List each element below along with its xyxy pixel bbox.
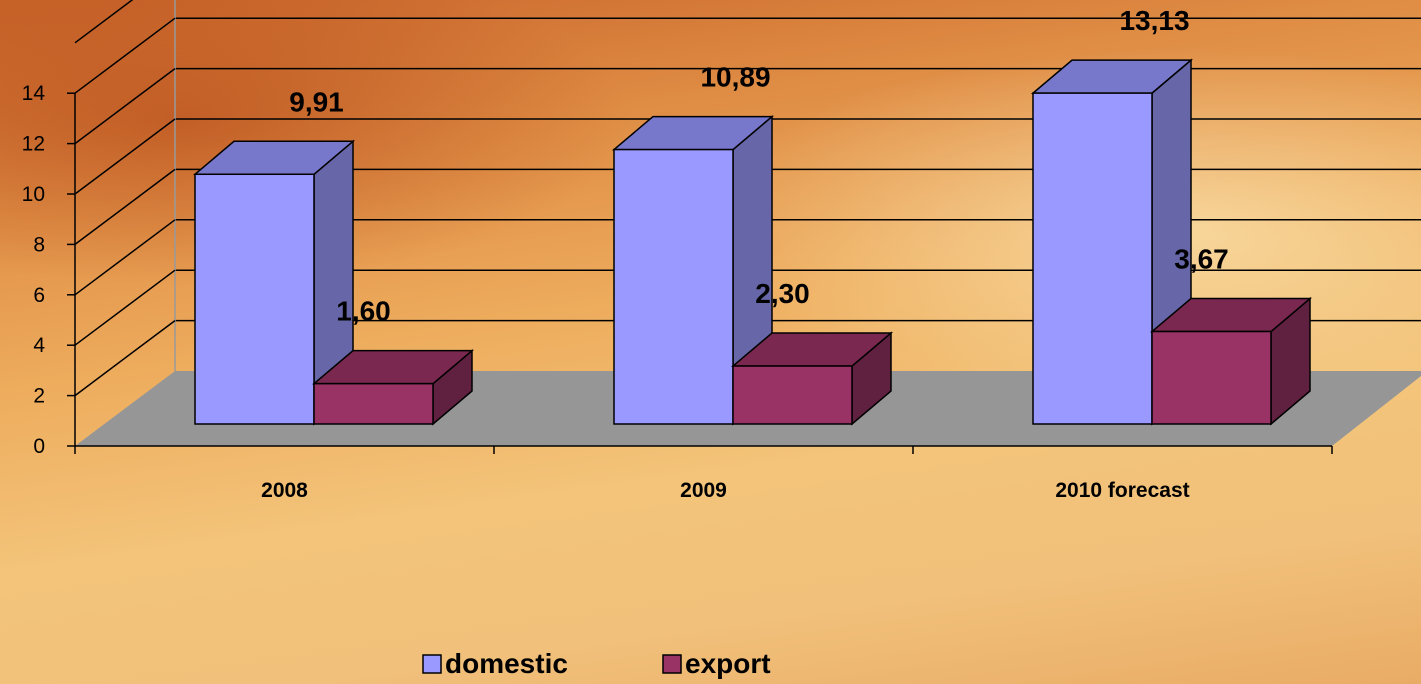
data-label-domestic: 13,13 <box>1119 5 1189 36</box>
y-tick-label: 8 <box>33 233 45 256</box>
gridline-side <box>74 269 176 346</box>
y-tick-label: 6 <box>33 284 45 307</box>
x-tick-label: 2008 <box>261 479 308 502</box>
y-tick-label: 4 <box>33 334 45 357</box>
data-label-export: 2,30 <box>755 278 810 309</box>
chart-legend: domestic export <box>422 648 771 679</box>
legend-label-export: export <box>685 648 771 679</box>
legend-swatch-domestic <box>422 654 442 674</box>
x-tick-label: 2010 forecast <box>1055 479 1189 502</box>
chart-bars <box>192 58 1313 426</box>
legend-label-domestic: domestic <box>445 648 568 679</box>
gridline-side <box>74 219 176 296</box>
gridline-side <box>74 168 176 245</box>
data-label-domestic: 10,89 <box>700 62 770 93</box>
bar-export <box>311 349 475 426</box>
data-label-export: 3,67 <box>1174 244 1229 275</box>
data-label-domestic: 9,91 <box>289 86 344 117</box>
data-label-export: 1,60 <box>336 296 391 327</box>
chart-side-grid <box>74 0 176 397</box>
y-tick-label: 2 <box>33 385 45 408</box>
legend-swatch-export <box>662 654 682 674</box>
gridline-side <box>74 118 176 195</box>
bar-export <box>730 331 894 426</box>
x-tick-label: 2009 <box>680 479 727 502</box>
chart-axes: 0 2 4 6 8 10 12 14 2008 2009 2010 forecast <box>22 82 1333 502</box>
y-tick-label: 14 <box>22 82 46 105</box>
y-tick-label: 0 <box>33 435 45 458</box>
chart-back-grid <box>174 0 1421 371</box>
bar-domestic <box>192 139 356 426</box>
gridline-side <box>74 0 134 44</box>
y-tick-label: 10 <box>22 183 45 206</box>
bar-domestic <box>611 114 775 426</box>
gridline-side <box>74 320 176 397</box>
gridline-side <box>74 17 176 94</box>
gridline-side <box>74 67 176 145</box>
chart-labels: 9,91 1,60 10,89 2,30 13,13 3,67 <box>289 5 1229 327</box>
bar-export <box>1149 296 1313 426</box>
y-tick-label: 12 <box>22 133 45 156</box>
